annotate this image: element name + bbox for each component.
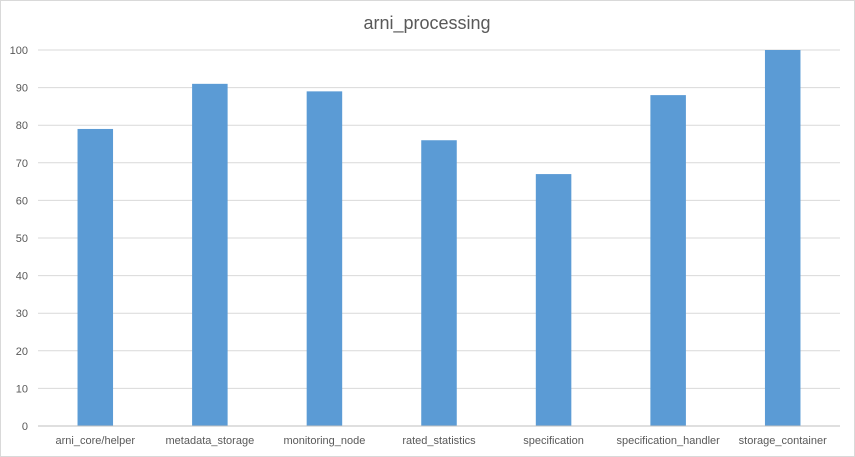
x-category-label: storage_container	[739, 435, 827, 447]
y-tick-label: 0	[22, 421, 28, 433]
bar-specification-handler	[650, 95, 686, 427]
x-category-label: monitoring_node	[283, 435, 365, 447]
bar-storage-container	[764, 50, 801, 426]
x-category-label: specification_handler	[616, 435, 720, 447]
bar-arni-core-helper	[77, 128, 114, 426]
x-category-label: specification	[523, 435, 584, 447]
bar-metadata-storage	[192, 83, 228, 426]
bars	[77, 50, 801, 427]
y-tick-label: 20	[16, 346, 28, 358]
y-axis-ticks: 0 10 20 30 40 50 60 70 80 90 100	[10, 45, 28, 433]
y-tick-label: 70	[16, 158, 28, 170]
y-tick-label: 80	[16, 120, 28, 132]
x-category-label: rated_statistics	[402, 435, 476, 447]
y-tick-label: 90	[16, 83, 28, 95]
y-tick-label: 10	[16, 383, 28, 395]
y-tick-label: 30	[16, 308, 28, 320]
y-tick-label: 40	[16, 271, 28, 283]
bar-specification	[535, 174, 572, 426]
y-tick-label: 60	[16, 195, 28, 207]
x-category-label: arni_core/helper	[56, 435, 136, 447]
bar-rated-statistics	[421, 140, 457, 427]
y-tick-label: 100	[10, 45, 28, 57]
x-axis-labels: arni_core/helper metadata_storage monitori…	[56, 435, 828, 447]
bar-monitoring-node	[306, 91, 343, 427]
chart-title: arni_processing	[363, 13, 490, 34]
x-category-label: metadata_storage	[166, 435, 255, 447]
y-tick-label: 50	[16, 233, 28, 245]
